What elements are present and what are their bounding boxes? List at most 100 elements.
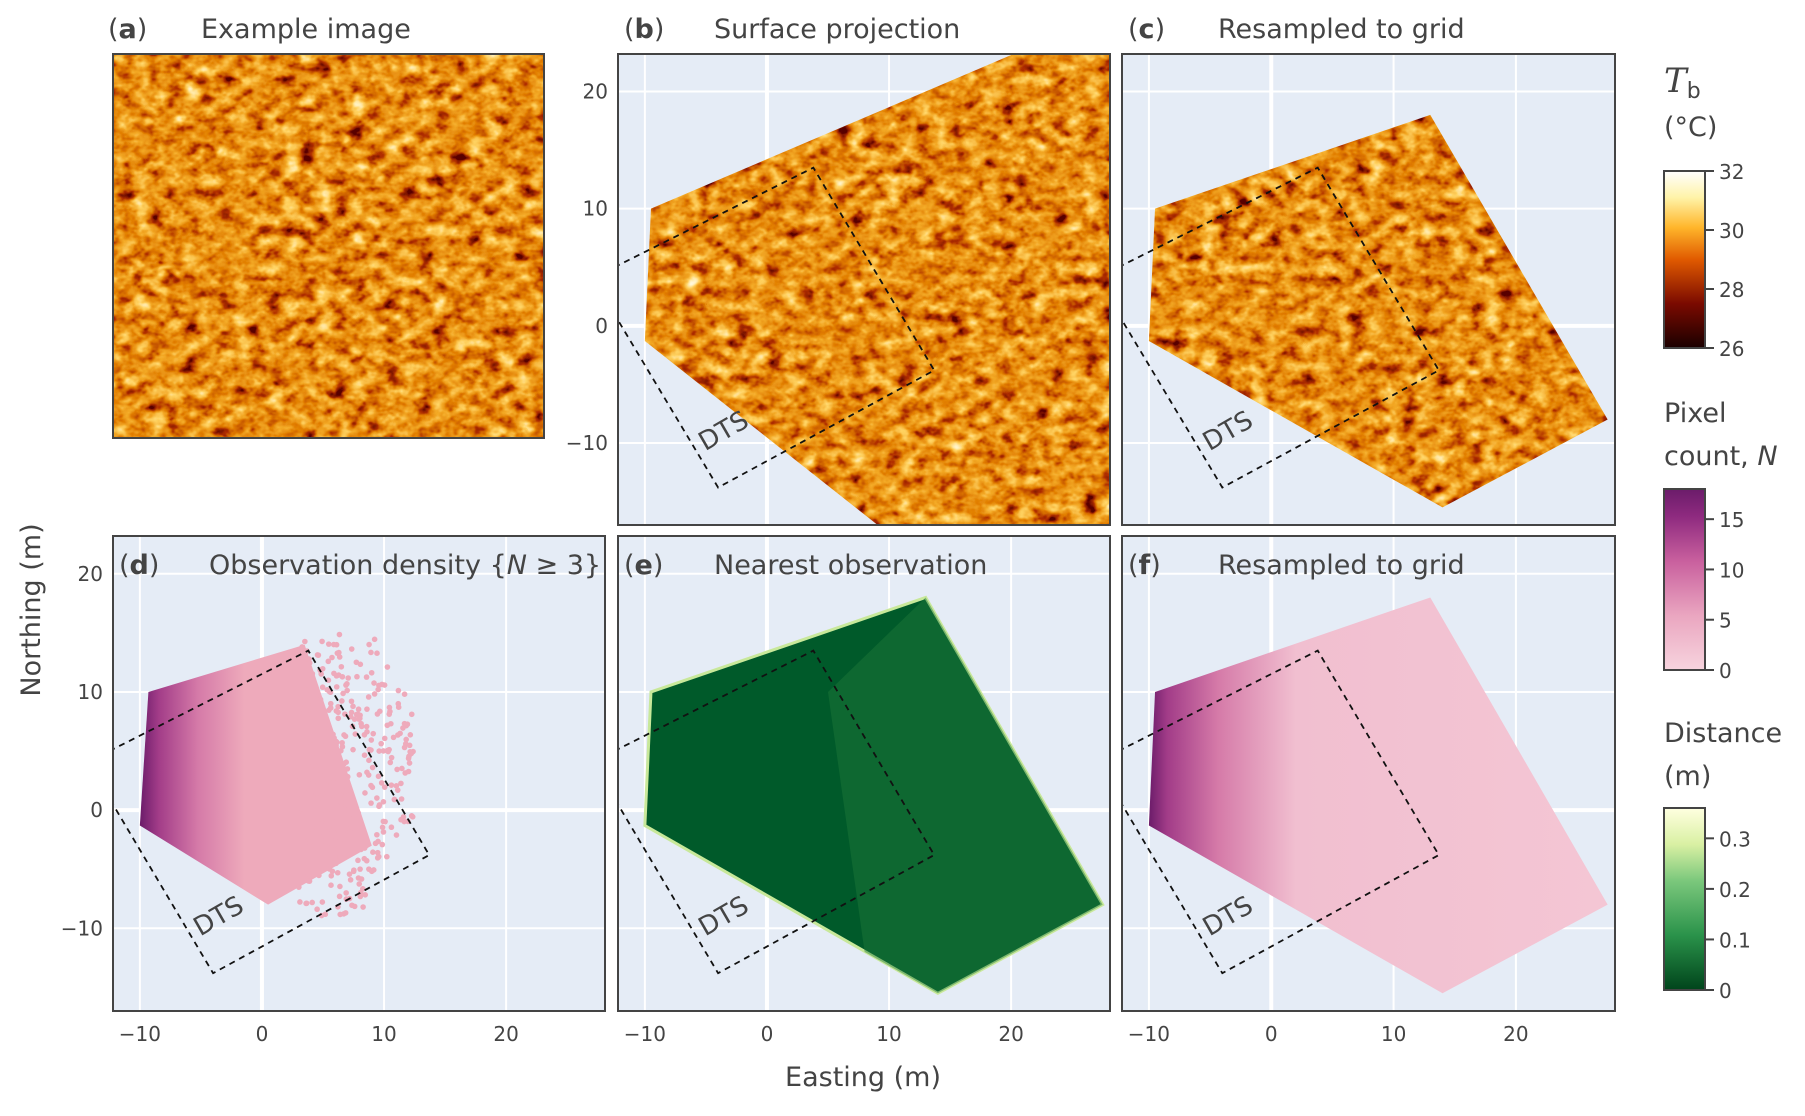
density-point <box>307 839 313 845</box>
density-point <box>380 748 387 754</box>
paren: ( <box>119 550 130 581</box>
density-point <box>376 748 382 754</box>
density-point <box>334 815 340 821</box>
density-point <box>317 821 324 828</box>
density-point <box>331 750 337 757</box>
density-point <box>379 824 386 831</box>
density-point <box>306 843 313 850</box>
panel-frame <box>1121 53 1616 526</box>
density-point <box>339 698 345 704</box>
density-point <box>374 650 380 657</box>
density-point <box>384 853 390 860</box>
paren: ) <box>1150 550 1161 581</box>
density-point <box>393 832 400 838</box>
density-point <box>370 867 377 873</box>
colorbar-Distance: Distance (m) 0 0.1 0.2 0.3 <box>1663 718 1782 1003</box>
density-point <box>353 711 360 718</box>
density-point <box>371 691 378 697</box>
title-text: Resampled to grid <box>1218 550 1465 581</box>
example-thermal-image <box>113 54 544 438</box>
title-text: Observation density { <box>209 550 507 581</box>
density-point <box>401 691 408 698</box>
x-tick-label: −10 <box>1128 1022 1170 1046</box>
x-tick-label: −10 <box>624 1022 666 1046</box>
density-point <box>331 824 338 831</box>
x-tick-label: −10 <box>119 1022 161 1046</box>
density-point <box>324 687 331 693</box>
density-point <box>303 656 310 663</box>
panel-letter: d <box>130 550 149 581</box>
density-point <box>366 866 372 872</box>
x-tick-label: 10 <box>1381 1022 1406 1046</box>
density-point <box>337 883 343 890</box>
density-point <box>390 734 397 741</box>
density-point <box>395 700 402 707</box>
density-point <box>375 773 382 780</box>
density-point <box>344 680 350 687</box>
density-point <box>327 700 334 707</box>
density-point <box>368 800 374 806</box>
density-point <box>346 871 353 877</box>
density-point <box>356 881 363 887</box>
density-point <box>329 654 335 661</box>
density-point <box>369 784 376 791</box>
colorbar-title: Tb <box>1664 61 1701 104</box>
colorbar-tick-label: 30 <box>1719 219 1744 243</box>
panel-letter: a <box>119 14 137 45</box>
density-point <box>355 857 361 864</box>
density-point <box>388 720 394 727</box>
density-point <box>333 673 340 679</box>
density-point <box>357 893 364 900</box>
density-point <box>387 759 394 766</box>
x-tick-label: 20 <box>998 1022 1023 1046</box>
density-point <box>306 786 312 792</box>
density-point <box>408 750 415 757</box>
paren: ) <box>654 14 665 45</box>
panel-letter: f <box>1139 550 1151 581</box>
density-point <box>314 906 320 913</box>
panel-e: DTS−10 0 10 20(e) Nearest observation <box>617 535 1111 1046</box>
x-tick-label: 10 <box>876 1022 901 1046</box>
density-point <box>310 761 317 768</box>
density-point <box>406 742 413 749</box>
colorbar-tick-label: 28 <box>1719 278 1744 302</box>
panel-d: DTS −10 0 10 20 −10 0 10 20 (d) Observation densit… <box>61 535 606 1046</box>
density-point <box>370 730 377 737</box>
paren: ) <box>1155 14 1166 45</box>
density-point <box>340 690 346 697</box>
density-point <box>324 829 330 836</box>
density-point <box>302 752 308 759</box>
density-point <box>328 882 334 888</box>
colorbar-tick-label: 0.1 <box>1719 928 1751 952</box>
density-point <box>326 852 333 859</box>
colorbar-title-line2: (m) <box>1664 761 1711 792</box>
density-point <box>400 725 406 731</box>
density-point <box>330 783 337 790</box>
density-point <box>402 770 408 776</box>
density-point <box>296 710 302 716</box>
density-point <box>307 873 313 879</box>
density-point <box>301 869 308 875</box>
title-sub: b <box>1687 79 1701 104</box>
density-point <box>352 731 359 737</box>
density-point <box>354 673 360 680</box>
colorbar-tick-label: 10 <box>1719 558 1744 582</box>
density-point <box>318 738 325 745</box>
density-point <box>314 652 321 658</box>
panel-title: Example image <box>201 14 411 45</box>
title-text: Example image <box>201 14 411 45</box>
dts-outline <box>1122 166 1441 489</box>
density-point <box>333 834 339 840</box>
dts-outline <box>618 649 936 975</box>
density-point <box>333 684 340 690</box>
density-point <box>338 747 344 754</box>
density-point <box>348 709 355 716</box>
resampled-count-area <box>1148 597 1608 994</box>
density-point <box>365 694 372 700</box>
panel-f: DTS−10 0 10 20(f) Resampled to grid <box>1121 535 1616 1046</box>
density-point <box>357 866 363 872</box>
density-point <box>388 782 395 788</box>
density-point <box>306 769 313 776</box>
density-point <box>305 777 312 783</box>
plot-area: DTS <box>113 536 605 1011</box>
